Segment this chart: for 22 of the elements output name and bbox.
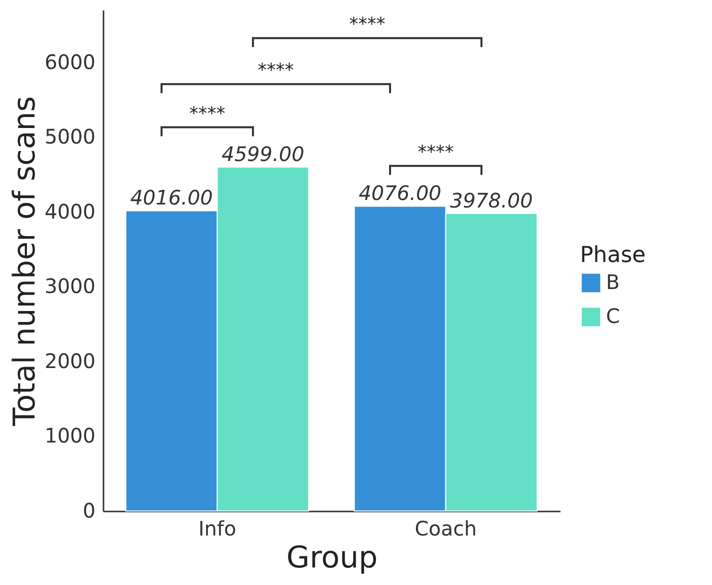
data-label: 3978.00 — [450, 188, 533, 213]
y-tick-label: 0 — [82, 498, 96, 522]
data-label: 4076.00 — [358, 181, 442, 206]
annotation: **** — [189, 103, 226, 124]
y-tick-label: 4000 — [44, 199, 96, 224]
y-tick-label: 3000 — [44, 274, 96, 298]
legend-title: Phase — [580, 243, 646, 268]
data-label: 4599.00 — [222, 142, 304, 166]
x-axis-title: Group — [286, 540, 378, 576]
y-tick-label: 1000 — [44, 424, 96, 448]
legend-label: B — [606, 270, 620, 294]
y-axis-title: Total number of scans — [8, 96, 43, 427]
x-tick-label: Info — [198, 516, 236, 540]
data-label: 4016.00 — [130, 186, 213, 210]
y-tick-label: 2000 — [44, 348, 96, 373]
y-tick-label: 5000 — [44, 124, 96, 149]
x-tick-label: Coach — [414, 516, 477, 540]
annotation: **** — [258, 60, 294, 82]
annotation: **** — [418, 142, 454, 163]
legend-label: C — [606, 304, 620, 328]
y-tick-label: 6000 — [44, 50, 96, 74]
annotation: **** — [349, 14, 386, 36]
